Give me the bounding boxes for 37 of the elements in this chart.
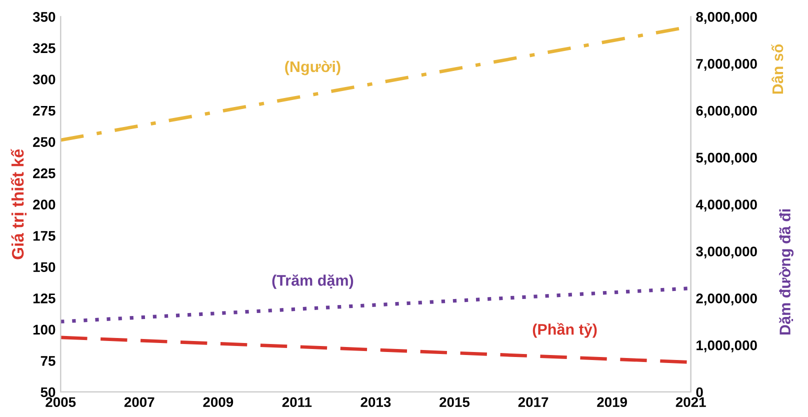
y-axis-title: Giá trị thiết kế [10,148,27,260]
y2-tick-label: 6,000,000 [696,106,757,118]
y-tick-label: 125 [33,293,56,304]
y-tick-label: 75 [40,356,56,366]
x-tick-label: 2009 [203,397,234,408]
y-tick-label: 175 [33,231,56,241]
series-label: (Phần tỷ) [532,322,597,338]
text: Dân số [771,44,784,94]
y2-tick-label: 5,000,000 [696,152,757,165]
y2-tick-label: 4,000,000 [696,200,757,212]
y-tick-label: 225 [33,168,56,178]
y-tick-label: 275 [33,106,56,116]
y-tick-label: 50 [40,387,56,398]
y-tick-label: 350 [32,12,56,22]
y2-tick-label: 0 [696,387,703,398]
y2-tick-label: 8,000,000 [696,12,757,24]
y-tick-label: 150 [33,262,56,272]
y-tick-label: 100 [33,324,56,335]
y2-tick-label: 7,000,000 [696,58,757,71]
y2-axis-title: Dặm đường đã đi [779,209,794,334]
x-tick-label: 2005 [46,397,76,408]
y2-tick-label: 1,000,000 [696,340,757,352]
y-tick-label: 325 [32,43,56,54]
series-label: (Trăm dặm) [272,274,354,289]
series-label: (Người) [285,60,340,76]
y-tick-label: 200 [33,200,56,210]
x-tick-label: 2017 [518,397,548,408]
x-tick-label: 2007 [124,397,154,408]
x-tick-label: 2019 [597,397,627,408]
y-tick-label: 300 [32,74,56,84]
x-tick-label: 2015 [440,397,470,408]
x-tick-label: 2013 [360,397,391,408]
y-tick-label: 250 [33,137,56,147]
x-tick-label: 2011 [282,397,312,408]
y2-tick-label: 3,000,000 [696,246,757,258]
y2-tick-label: 2,000,000 [696,293,757,306]
x-tick-label: 2021 [676,397,706,408]
